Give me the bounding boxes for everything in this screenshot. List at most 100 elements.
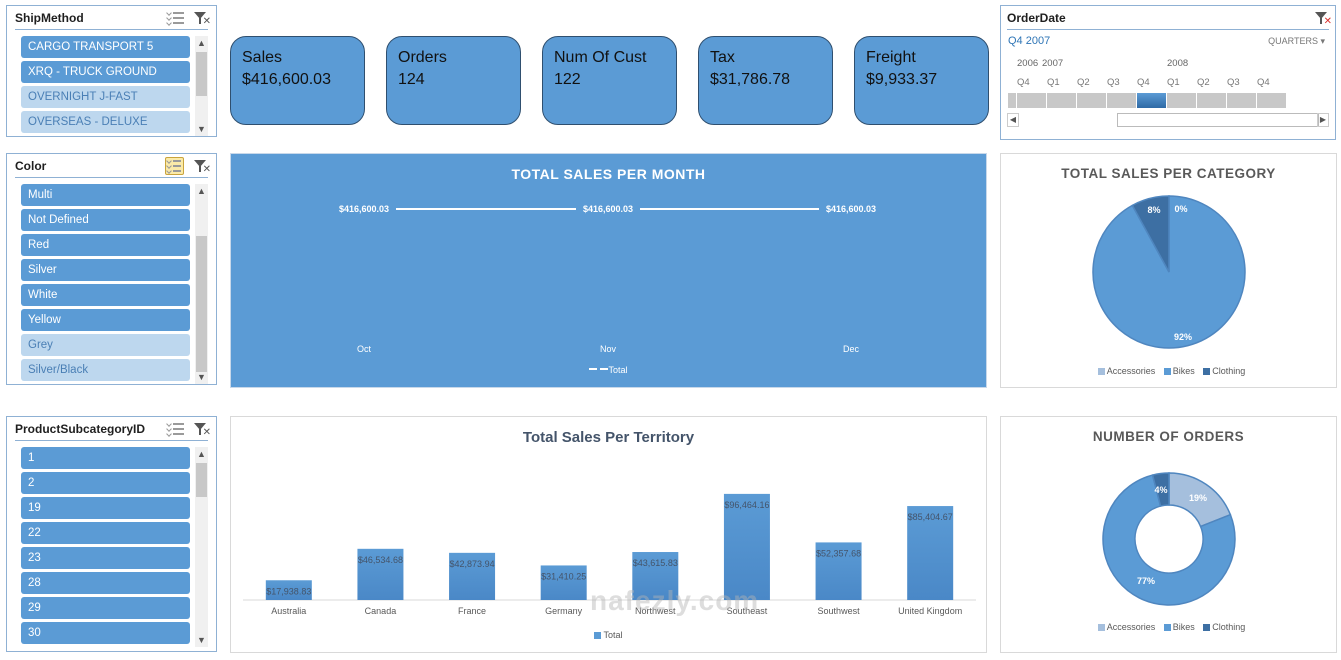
kpi-value: $416,600.03 — [242, 71, 331, 88]
legend-swatch-clothing — [1203, 368, 1211, 375]
chart-legend: Total — [231, 630, 986, 640]
kpi-label: Tax — [710, 49, 735, 66]
timeline-period[interactable] — [1077, 93, 1106, 108]
slicer-title: ProductSubcategoryID — [15, 421, 146, 436]
data-label: $17,938.83 — [266, 586, 311, 596]
x-tick-label: Southeast — [727, 606, 768, 616]
slicer-item[interactable]: 29 — [21, 597, 190, 619]
scroll-thumb[interactable] — [196, 236, 207, 372]
chart-title: NUMBER OF ORDERS — [1092, 429, 1245, 444]
slicer-header: Color ✕ — [15, 154, 211, 178]
clear-filter-icon[interactable]: ✕ — [1315, 11, 1332, 26]
scroll-up-icon[interactable]: ▲ — [197, 38, 206, 48]
slicer-header: ProductSubcategoryID ✕ — [15, 417, 211, 441]
slicer-item[interactable]: OVERNIGHT J-FAST — [21, 86, 190, 108]
slicer-item[interactable]: Grey — [21, 334, 190, 356]
timeline-period[interactable] — [1047, 93, 1076, 108]
bar-france — [449, 552, 496, 600]
legend-label: Clothing — [1212, 366, 1246, 376]
timeline-quarter-label: Q4 — [1017, 77, 1030, 88]
data-label: $46,534.68 — [358, 555, 403, 565]
bar-southwest — [815, 542, 862, 600]
sales-per-territory-chart: Total Sales Per Territory $17,938.83 Aust… — [230, 416, 987, 653]
kpi-card-freight: Freight $9,933.37 — [854, 36, 989, 125]
slicer-item[interactable]: Silver/Black — [21, 359, 190, 381]
slicer-item[interactable]: Silver — [21, 259, 190, 281]
scroll-down-icon[interactable]: ▼ — [197, 635, 206, 645]
data-label: $416,600.03 — [583, 204, 633, 214]
data-label: $416,600.03 — [826, 204, 876, 214]
slicer-item[interactable]: CARGO TRANSPORT 5 — [21, 36, 190, 58]
timeline-period[interactable] — [1197, 93, 1226, 108]
clear-filter-icon[interactable]: ✕ — [194, 422, 211, 437]
scroll-down-icon[interactable]: ▼ — [197, 372, 206, 382]
slicer-item[interactable]: Yellow — [21, 309, 190, 331]
chart-title: TOTAL SALES PER CATEGORY — [1061, 166, 1276, 181]
slicer-item[interactable]: 1 — [21, 447, 190, 469]
scroll-down-icon[interactable]: ▼ — [197, 124, 206, 134]
bar-australia — [265, 580, 312, 600]
scroll-thumb[interactable] — [1117, 113, 1319, 127]
kpi-value: 122 — [554, 71, 581, 88]
timeline-period[interactable] — [1008, 93, 1016, 108]
data-label: 77% — [1137, 576, 1155, 586]
scrollbar[interactable]: ▲ ▼ — [195, 36, 208, 136]
data-label: 4% — [1154, 485, 1167, 495]
scroll-up-icon[interactable]: ▲ — [197, 449, 206, 459]
sales-per-category-chart: TOTAL SALES PER CATEGORY 0% 92% 8% Accesso… — [1000, 153, 1337, 388]
slicer-item[interactable]: XRQ - TRUCK GROUND — [21, 61, 190, 83]
timeline-period[interactable] — [1257, 93, 1286, 108]
slicer-item[interactable]: Multi — [21, 184, 190, 206]
timeline-period[interactable] — [1107, 93, 1136, 108]
legend-label: Total — [603, 630, 623, 640]
slicer-item[interactable]: Not Defined — [21, 209, 190, 231]
slice-bikes — [1102, 474, 1236, 606]
clear-filter-icon[interactable]: ✕ — [194, 159, 211, 174]
scroll-thumb[interactable] — [196, 52, 207, 96]
x-tick-label: Southwest — [818, 606, 861, 616]
timeline-quarter-label: Q2 — [1077, 77, 1090, 88]
multi-select-icon[interactable] — [168, 11, 184, 25]
timeline-period[interactable] — [1017, 93, 1046, 108]
shipmethod-slicer: ShipMethod ✕ CARGO TRANSPORT 5 XRQ - TRUC… — [6, 5, 217, 137]
timeline-selection-label: Q4 2007 — [1008, 35, 1051, 47]
scroll-up-icon[interactable]: ▲ — [197, 186, 206, 196]
slicer-title: Color — [15, 158, 47, 173]
kpi-value: $9,933.37 — [866, 71, 938, 88]
timeline-level-dropdown[interactable]: QUARTERS ▾ — [1268, 36, 1325, 47]
scrollbar[interactable]: ▲ ▼ — [195, 184, 208, 384]
timeline-quarter-label: Q2 — [1197, 77, 1210, 88]
slicer-item[interactable]: 23 — [21, 547, 190, 569]
scrollbar[interactable]: ▲ ▼ — [195, 447, 208, 647]
slicer-item[interactable]: 30 — [21, 622, 190, 644]
multi-select-icon[interactable] — [168, 422, 184, 436]
timeline-quarter-label: Q3 — [1107, 77, 1120, 88]
timeline-level-label: QUARTERS — [1268, 36, 1318, 46]
slicer-item[interactable]: White — [21, 284, 190, 306]
scroll-thumb[interactable] — [196, 463, 207, 497]
slicer-item[interactable]: 22 — [21, 522, 190, 544]
timeline-quarter-label: Q4 — [1137, 77, 1150, 88]
multi-select-icon[interactable] — [165, 156, 184, 175]
slicer-item[interactable]: Red — [21, 234, 190, 256]
x-tick-label: Oct — [357, 344, 372, 354]
scroll-left-icon[interactable]: ◀ — [1007, 113, 1019, 127]
timeline-scrollbar[interactable]: ◀ ▶ — [1007, 113, 1329, 127]
slicer-item[interactable]: 28 — [21, 572, 190, 594]
slicer-list: Multi Not Defined Red Silver White Yellow Grey… — [7, 178, 216, 390]
slicer-item[interactable]: 2 — [21, 472, 190, 494]
chart-legend: Total — [231, 365, 986, 375]
clear-filter-icon[interactable]: ✕ — [194, 11, 211, 26]
timeline-period[interactable] — [1137, 93, 1166, 108]
legend-swatch-accessories — [1097, 624, 1105, 631]
timeline-header: OrderDate ✕ — [1007, 6, 1332, 30]
scroll-right-icon[interactable]: ▶ — [1317, 113, 1329, 127]
slice-clothing — [1131, 195, 1170, 273]
kpi-card-orders: Orders 124 — [386, 36, 521, 125]
bar-united-kingdom — [907, 506, 954, 600]
slicer-item[interactable]: 19 — [21, 497, 190, 519]
slicer-item[interactable]: OVERSEAS - DELUXE — [21, 111, 190, 133]
timeline-period[interactable] — [1227, 93, 1256, 108]
timeline-period[interactable] — [1167, 93, 1196, 108]
data-label: 92% — [1174, 332, 1192, 342]
